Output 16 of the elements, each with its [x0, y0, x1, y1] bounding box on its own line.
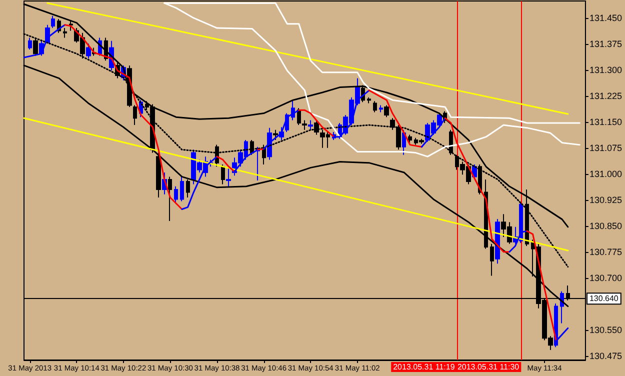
y-tick-label: 131.375 [589, 38, 622, 49]
y-tick-label: 130.475 [589, 350, 622, 361]
y-tick-label: 131.450 [589, 12, 622, 23]
y-tick-label: 131.300 [589, 64, 622, 75]
y-tick-label: 131.150 [589, 116, 622, 127]
ref-line-label: 130.640 [589, 294, 619, 304]
ref-line-label: 2013.05.31 11:30 [457, 362, 520, 372]
y-tick-label: 130.550 [589, 324, 622, 335]
y-tick-label: 131.000 [589, 168, 622, 179]
y-tick-label: 130.850 [589, 220, 622, 231]
y-tick-label: 131.225 [589, 90, 622, 101]
y-tick-label: 130.700 [589, 272, 622, 283]
y-tick-label: 130.775 [589, 246, 622, 257]
y-tick-label: 130.925 [589, 194, 622, 205]
y-tick-label: 131.075 [589, 142, 622, 153]
ref-line-label: 2013.05.31 11:19 [393, 362, 456, 372]
